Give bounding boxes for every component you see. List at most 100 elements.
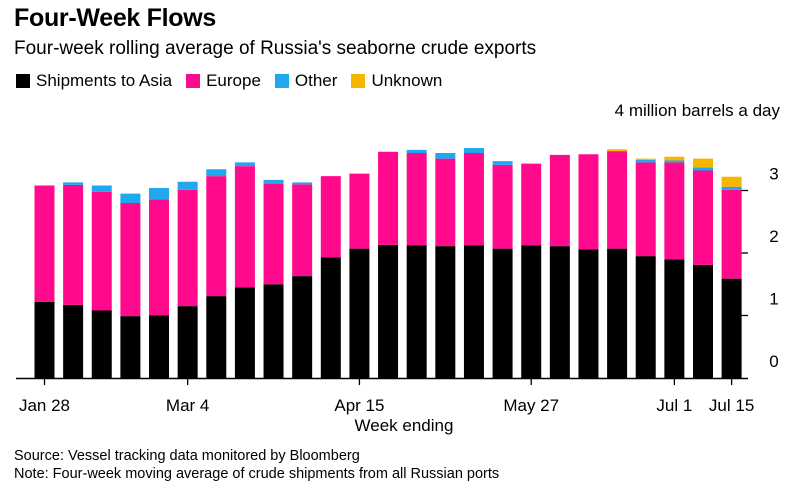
bar-europe-10 bbox=[320, 176, 341, 258]
bar-europe-12 bbox=[378, 151, 399, 245]
bar-asia-14 bbox=[435, 246, 456, 379]
legend-item-other: Other bbox=[274, 71, 338, 91]
y-tick-label-0: 0 bbox=[769, 352, 778, 371]
bar-unknown-21 bbox=[635, 158, 656, 160]
x-axis-title: Week ending bbox=[355, 416, 454, 435]
x-tick-label-17: May 27 bbox=[503, 396, 559, 415]
bar-other-2 bbox=[91, 185, 112, 192]
y-tick-label-3: 3 bbox=[769, 165, 778, 184]
bar-asia-10 bbox=[320, 257, 341, 379]
bar-other-21 bbox=[635, 159, 656, 163]
bar-other-15 bbox=[463, 148, 484, 153]
bar-europe-22 bbox=[664, 162, 685, 260]
bar-europe-0 bbox=[34, 185, 55, 302]
bar-other-5 bbox=[177, 181, 198, 190]
bar-other-8 bbox=[263, 179, 284, 184]
bar-asia-20 bbox=[607, 248, 628, 379]
bar-asia-13 bbox=[406, 245, 427, 378]
bar-europe-15 bbox=[463, 153, 484, 246]
bar-europe-8 bbox=[263, 183, 284, 285]
x-tick-label-5: Mar 4 bbox=[166, 396, 209, 415]
x-tick-label-24: Jul 15 bbox=[709, 396, 754, 415]
bar-unknown-22 bbox=[664, 156, 685, 161]
bar-other-9 bbox=[292, 182, 313, 185]
bar-other-7 bbox=[234, 162, 255, 167]
bar-europe-19 bbox=[578, 154, 599, 250]
bar-other-14 bbox=[435, 153, 456, 159]
y-tick-label-2: 2 bbox=[769, 227, 778, 246]
chart-title: Four-Week Flows bbox=[14, 4, 217, 32]
legend-swatch-unknown bbox=[351, 74, 366, 88]
bar-europe-16 bbox=[492, 164, 513, 249]
bar-asia-9 bbox=[292, 276, 313, 379]
bar-europe-5 bbox=[177, 189, 198, 307]
y-tick-label-1: 1 bbox=[769, 290, 778, 309]
bar-other-13 bbox=[406, 149, 427, 154]
bar-asia-24 bbox=[721, 278, 742, 379]
bar-asia-5 bbox=[177, 306, 198, 379]
bar-europe-18 bbox=[549, 154, 570, 247]
bar-other-1 bbox=[63, 182, 84, 185]
bar-asia-22 bbox=[664, 259, 685, 378]
bar-europe-6 bbox=[206, 176, 227, 297]
bar-asia-2 bbox=[91, 310, 112, 378]
legend-label-unknown: Unknown bbox=[371, 71, 443, 90]
bar-unknown-23 bbox=[692, 158, 713, 168]
bar-asia-4 bbox=[149, 315, 170, 378]
legend-swatch-other bbox=[274, 74, 289, 88]
bar-other-22 bbox=[664, 160, 685, 163]
bar-asia-7 bbox=[234, 287, 255, 379]
bar-other-24 bbox=[721, 186, 742, 190]
bar-asia-15 bbox=[463, 245, 484, 378]
legend-swatch-europe bbox=[186, 74, 201, 88]
bar-europe-20 bbox=[607, 151, 628, 249]
bar-europe-11 bbox=[349, 173, 370, 249]
bar-europe-7 bbox=[234, 166, 255, 288]
y-axis-units-label: 4 million barrels a day bbox=[614, 101, 780, 120]
bar-other-16 bbox=[492, 161, 513, 165]
bar-other-3 bbox=[120, 193, 141, 203]
bar-unknown-20 bbox=[607, 149, 628, 152]
bar-europe-1 bbox=[63, 184, 84, 305]
bar-unknown-24 bbox=[721, 176, 742, 187]
bar-other-6 bbox=[206, 169, 227, 177]
source-note: Source: Vessel tracking data monitored b… bbox=[14, 448, 360, 464]
legend-label-other: Other bbox=[294, 71, 338, 90]
bar-other-4 bbox=[149, 188, 170, 200]
legend-label-asia: Shipments to Asia bbox=[36, 71, 173, 90]
bar-asia-11 bbox=[349, 248, 370, 379]
bar-asia-19 bbox=[578, 249, 599, 378]
bar-asia-23 bbox=[692, 264, 713, 379]
legend: Shipments to Asia Europe Other Unknown bbox=[16, 71, 456, 91]
bar-asia-3 bbox=[120, 316, 141, 379]
bar-asia-8 bbox=[263, 284, 284, 378]
bar-asia-18 bbox=[549, 246, 570, 379]
x-tick-label-22: Jul 1 bbox=[656, 396, 692, 415]
bar-europe-13 bbox=[406, 153, 427, 246]
legend-item-unknown: Unknown bbox=[351, 71, 442, 91]
bar-europe-17 bbox=[521, 163, 542, 246]
bar-europe-2 bbox=[91, 191, 112, 311]
x-tick-label-11: Apr 15 bbox=[334, 396, 384, 415]
bar-asia-6 bbox=[206, 296, 227, 379]
bar-asia-0 bbox=[34, 301, 55, 378]
legend-item-europe: Europe bbox=[186, 71, 261, 91]
legend-label-europe: Europe bbox=[206, 71, 261, 90]
bar-asia-21 bbox=[635, 256, 656, 379]
bar-asia-1 bbox=[63, 304, 84, 379]
legend-swatch-asia bbox=[16, 74, 30, 88]
bar-europe-4 bbox=[149, 199, 170, 316]
bar-europe-23 bbox=[692, 170, 713, 265]
bar-other-23 bbox=[692, 167, 713, 171]
footnote: Note: Four-week moving average of crude … bbox=[14, 466, 500, 482]
bar-asia-12 bbox=[378, 244, 399, 379]
bar-europe-3 bbox=[120, 203, 141, 317]
chart-subtitle: Four-week rolling average of Russia's se… bbox=[14, 38, 537, 59]
x-tick-label-0: Jan 28 bbox=[19, 396, 70, 415]
bar-europe-21 bbox=[635, 162, 656, 257]
bar-asia-16 bbox=[492, 248, 513, 379]
bar-europe-14 bbox=[435, 158, 456, 247]
legend-item-asia: Shipments to Asia bbox=[16, 71, 172, 91]
bar-europe-24 bbox=[721, 189, 742, 279]
